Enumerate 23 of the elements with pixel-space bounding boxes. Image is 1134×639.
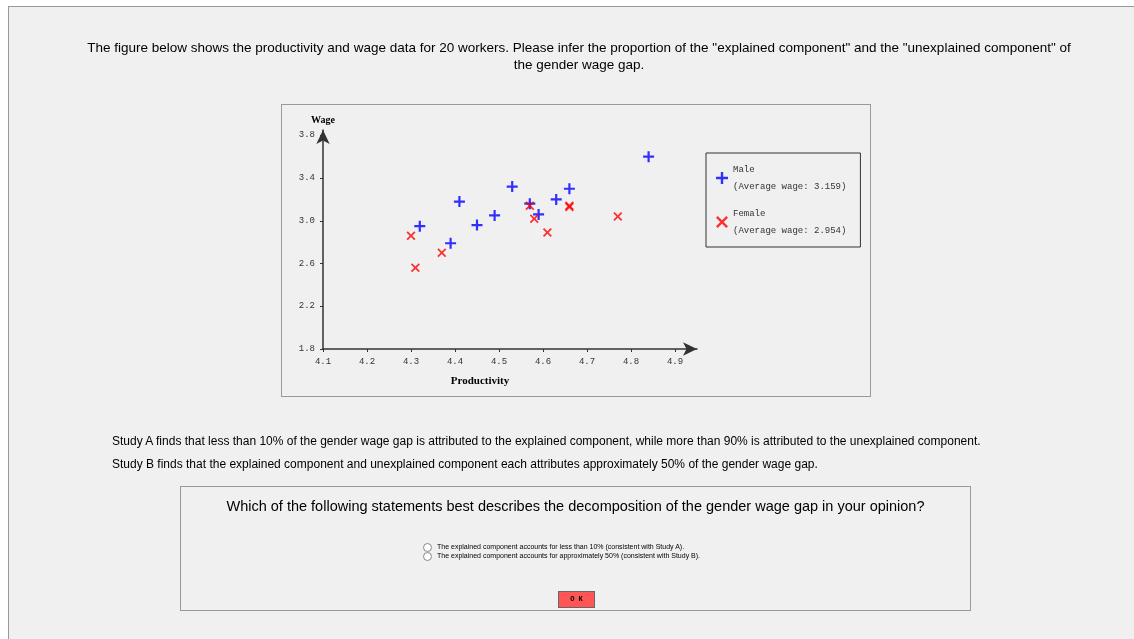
y-tick-label: 2.6 <box>298 258 315 269</box>
y-tick-label: 3.8 <box>298 130 315 141</box>
y-tick-label: 3.4 <box>298 173 315 184</box>
x-tick-label: 4.4 <box>446 356 464 367</box>
x-tick-label: 4.3 <box>402 356 420 367</box>
x-tick-label: 4.7 <box>578 356 596 367</box>
x-tick-label: 4.2 <box>358 356 376 367</box>
legend-label: Female (Average wage: 2.954) <box>733 208 847 236</box>
y-tick-label: 2.2 <box>298 301 315 312</box>
legend-label: Male (Average wage: 3.159) <box>733 164 847 192</box>
chart-title: The figure below shows the productivity and wage data for 20 workers. Please infer the proportion of the "explained component" and the "unexplained component" of the gender wage gap. <box>86 39 1072 73</box>
x-tick-label: 4.5 <box>490 356 508 367</box>
x-tick-label: 4.6 <box>534 356 552 367</box>
y-tick-label: 1.8 <box>298 344 315 354</box>
x-tick-label: 4.9 <box>666 356 684 367</box>
text: Study B finds that the explained component and unexplained component each attributes approximately 50% of the gender wage gap. <box>112 457 818 471</box>
x-axis-title: Productivity <box>450 373 510 386</box>
y-tick-label: 3.0 <box>298 215 315 226</box>
text: Study A finds that less than 10% of the gender wage gap is attributed to the explained component, while more than 90% is attributed to the unexplained component. <box>112 434 981 448</box>
y-axis-title: Wage <box>311 113 336 125</box>
text: Which of the following statements best describes the decomposition of the gender wage gap in your opinion? <box>225 498 926 514</box>
x-tick-label: 4.1 <box>314 356 332 367</box>
x-tick-label: 4.8 <box>622 356 640 367</box>
